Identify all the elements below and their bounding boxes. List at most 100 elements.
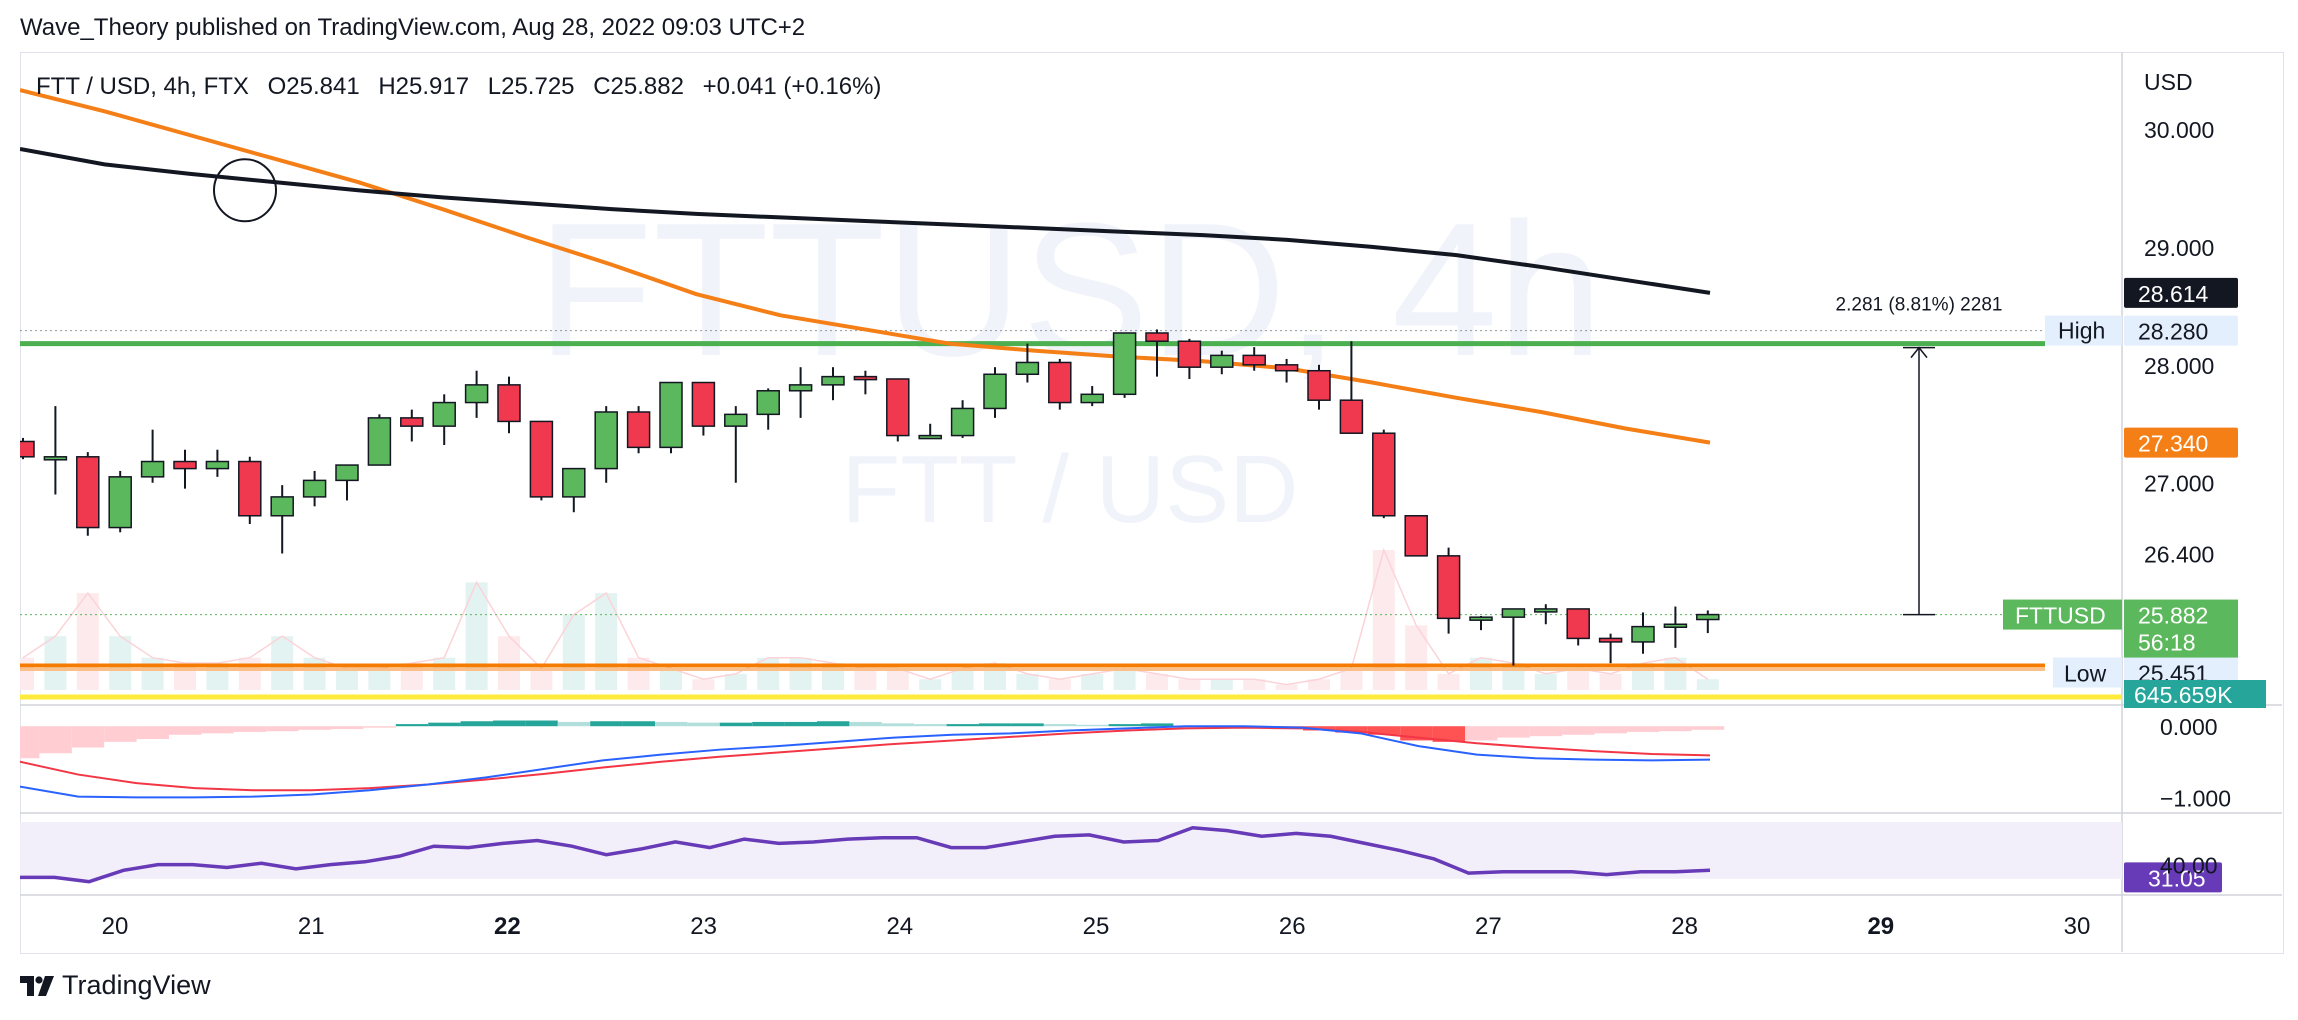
candle-body	[43, 456, 68, 461]
candle-body	[1436, 555, 1461, 620]
candle	[853, 370, 878, 395]
bar-countdown: 56:18	[2138, 630, 2196, 656]
candle	[302, 470, 327, 507]
candle-body	[1469, 616, 1493, 621]
legend-change: +0.041 (+0.16%)	[703, 73, 882, 100]
volume-bar	[530, 668, 553, 690]
macd-histogram-bar	[1627, 726, 1660, 732]
candle	[1631, 612, 1655, 654]
volume-bar	[1599, 673, 1622, 690]
volume-bar	[1113, 668, 1136, 690]
macd-histogram-bar	[1043, 724, 1077, 727]
candle-body	[756, 390, 780, 416]
macd-histogram-bar	[395, 724, 429, 727]
candle	[1501, 608, 1526, 666]
x-tick-label: 28	[1671, 913, 1698, 940]
volume-bar	[854, 668, 877, 690]
macd-histogram-bar	[946, 724, 979, 727]
candle	[1080, 386, 1104, 407]
macd-histogram-bar	[331, 726, 364, 730]
publisher-caption: Wave_Theory published on TradingView.com…	[20, 14, 806, 41]
candle-body	[1048, 361, 1072, 404]
low-tag-bg	[2053, 657, 2122, 688]
price-tick-label: 29.000	[2144, 235, 2214, 261]
macd-histogram-bar	[752, 721, 785, 727]
candle	[562, 467, 586, 513]
legend-symbol: FTT / USD, 4h, FTX	[36, 73, 249, 100]
macd-signal-line	[20, 726, 1711, 792]
candle	[529, 420, 554, 501]
high-tag-label: High	[2058, 318, 2105, 344]
candle	[788, 367, 813, 418]
volume-bar	[368, 668, 391, 690]
macd-histogram-bar	[20, 726, 40, 759]
candle-body	[1534, 608, 1558, 613]
tradingview-brand: TradingView	[62, 970, 211, 1000]
high-tag-bg	[2045, 315, 2122, 346]
high-price-tag-bg	[2124, 315, 2238, 346]
macd-histogram-bar	[1108, 724, 1141, 727]
candle	[821, 367, 845, 401]
macd-histogram-bar	[914, 724, 947, 727]
ema-slow-price-tag: 28.614	[2138, 281, 2209, 307]
candle-body	[983, 373, 1007, 410]
candle-body	[724, 413, 748, 427]
candle-body	[562, 467, 586, 498]
volume-bar	[757, 657, 780, 690]
macd-histogram-bar	[687, 722, 720, 727]
candle-body	[821, 375, 845, 386]
macd-histogram-bar	[849, 721, 882, 727]
candle-body	[1598, 637, 1623, 643]
candle-body	[108, 476, 132, 529]
candle-body	[432, 401, 456, 427]
volume-bar	[336, 668, 358, 690]
candle	[1663, 606, 1688, 648]
candle-body	[1210, 354, 1234, 368]
moving-averages	[20, 88, 1711, 445]
candle-body	[659, 381, 683, 449]
candle-body	[1145, 332, 1169, 342]
volume-bar	[20, 657, 34, 690]
volume-bar	[1696, 679, 1719, 690]
volume-bar	[44, 636, 67, 690]
macd-histogram-bar	[719, 722, 753, 727]
legend-low: L25.725	[488, 73, 575, 100]
rsi-line	[20, 825, 1711, 884]
candle-body	[594, 411, 618, 470]
last-price-tag-bg	[2124, 599, 2238, 658]
candle	[886, 378, 910, 442]
x-tick-label: 26	[1279, 913, 1306, 940]
candle	[205, 449, 230, 477]
macd-histogram-bar	[784, 721, 817, 727]
volume-bar	[1567, 668, 1590, 690]
price-tick-label: 28.000	[2144, 353, 2214, 379]
candle	[335, 464, 359, 501]
volume-tag-bg	[2124, 680, 2266, 708]
macd-histogram-bar	[817, 721, 850, 727]
candle	[1242, 347, 1266, 371]
volume-bar	[1048, 679, 1071, 690]
candle-body	[918, 434, 942, 440]
volume-bar	[692, 679, 715, 690]
low-tag-label: Low	[2064, 661, 2107, 687]
candle-body	[886, 378, 910, 437]
macd-histogram-bar	[1011, 723, 1044, 727]
rsi-band	[20, 822, 2122, 879]
ema-fast-price-tag: 27.340	[2138, 431, 2208, 457]
candle-body	[76, 456, 100, 529]
rsi-value-tag: 31.05	[2148, 865, 2206, 891]
volume-bar	[724, 673, 747, 690]
tradingview-logo[interactable]: TradingView	[20, 970, 211, 1001]
watermark-pair: FTT / USD	[842, 436, 1299, 543]
macd-histogram-bar	[363, 726, 396, 728]
candle-body	[140, 460, 165, 478]
macd-histogram-bar	[1529, 726, 1563, 737]
candle	[464, 370, 489, 418]
volume-bar	[465, 582, 488, 690]
volume-bar	[1243, 679, 1266, 690]
macd-histogram-bar	[39, 726, 72, 754]
candle	[432, 394, 456, 446]
candle	[1598, 633, 1623, 664]
candle	[1210, 350, 1234, 375]
